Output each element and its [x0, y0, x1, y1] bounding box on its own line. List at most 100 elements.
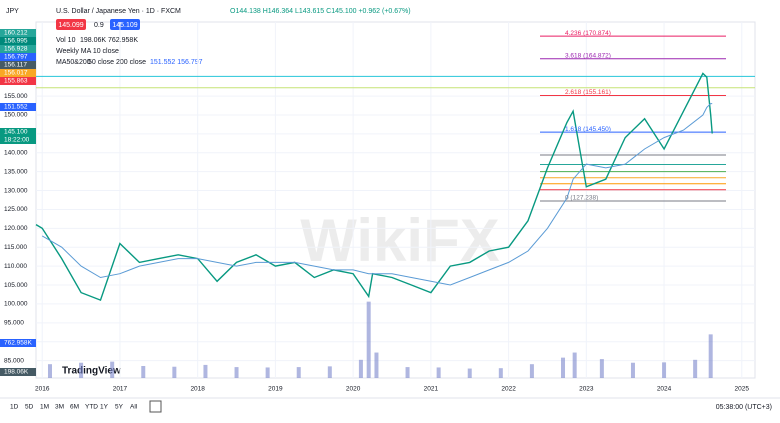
- scale-label-box: [0, 368, 36, 376]
- scale-label: 156.017: [4, 70, 28, 77]
- range-button[interactable]: 5D: [25, 404, 34, 411]
- range-button[interactable]: 1Y: [100, 404, 109, 411]
- y-tick-label: 95.000: [4, 320, 24, 327]
- volume-bar: [599, 359, 604, 378]
- watermark: WikiFX: [300, 207, 499, 274]
- scale-label-box: [0, 37, 36, 45]
- ohlc: O144.138 H146.364 L143.615 C145.100 +0.9…: [230, 8, 411, 15]
- scale-label: 198.06K: [4, 369, 29, 376]
- x-tick-label: 2017: [113, 386, 128, 393]
- volume-bar: [436, 367, 441, 378]
- fib-label: 1.618 (145.450): [565, 126, 611, 133]
- x-tick-label: 2020: [346, 386, 361, 393]
- scale-label-box: [0, 103, 36, 111]
- chart-title[interactable]: U.S. Dollar / Japanese Yen · 1D · FXCM: [56, 8, 181, 15]
- scale-label: 156.797: [4, 54, 28, 61]
- scale-label: 145.100: [4, 129, 28, 136]
- scale-label: 156.117: [4, 62, 27, 69]
- range-button[interactable]: 3M: [55, 404, 64, 411]
- scale-label-box: [0, 53, 36, 61]
- volume-bar: [203, 364, 208, 378]
- scale-label: 155.863: [4, 78, 28, 85]
- vol: Vol 10: [56, 37, 76, 44]
- bid[interactable]: 145.099: [58, 22, 83, 29]
- x-tick-label: 2025: [735, 386, 750, 393]
- symbol: JPY: [6, 8, 19, 15]
- y-tick-label: 140.000: [4, 149, 28, 156]
- volume-bar: [234, 367, 239, 378]
- scale-label: 151.552: [4, 104, 28, 111]
- logo: TradingView: [62, 366, 121, 377]
- volume-bar: [662, 362, 667, 378]
- volume-bar: [405, 367, 410, 378]
- x-tick-label: 2019: [268, 386, 283, 393]
- y-tick-label: 110.000: [4, 263, 27, 270]
- vol-values: 198.06K 762.958K: [80, 37, 138, 44]
- scale-label-box: [0, 29, 36, 37]
- clock: 05:38:00 (UTC+3): [716, 404, 772, 411]
- scale-label-box: [0, 77, 36, 85]
- volume-bar: [172, 366, 177, 378]
- ask-box[interactable]: [110, 19, 140, 30]
- volume-bar: [572, 352, 577, 378]
- y-tick-label: 100.000: [4, 301, 28, 308]
- scale-label: 160.212: [4, 30, 28, 37]
- scale-label-box: [0, 339, 36, 347]
- scale-label-box: [0, 128, 36, 136]
- calendar-icon[interactable]: [149, 400, 162, 413]
- ma-name: MA50&200: [56, 59, 91, 66]
- spread: 0.9: [94, 22, 104, 29]
- volume-bar: [79, 362, 84, 378]
- range-button[interactable]: All: [130, 404, 138, 411]
- ma-values: 151.552 156.797: [150, 59, 203, 66]
- y-tick-label: 85.000: [4, 357, 24, 364]
- volume-bar: [630, 362, 635, 378]
- range-button[interactable]: 6M: [70, 404, 79, 411]
- volume-bar: [110, 361, 115, 378]
- x-tick-label: 2023: [579, 386, 594, 393]
- y-tick-label: 155.000: [4, 93, 28, 100]
- volume-bar: [265, 367, 270, 378]
- x-tick-label: 2022: [501, 386, 516, 393]
- volume-bar: [529, 364, 534, 378]
- scale-label-box: [0, 61, 36, 69]
- range-button[interactable]: 1D: [10, 404, 19, 411]
- bid-box[interactable]: [56, 19, 86, 30]
- fib-label: 2.618 (155.161): [565, 89, 611, 96]
- price-line: [41, 103, 713, 286]
- ask[interactable]: 145.109: [112, 22, 137, 29]
- range-button[interactable]: YTD: [85, 404, 98, 411]
- volume-bar: [358, 359, 363, 378]
- volume-bar: [498, 368, 503, 378]
- plot-area: [35, 21, 756, 379]
- scale-label-box: [0, 136, 36, 144]
- y-tick-label: 125.000: [4, 206, 28, 213]
- fib-label: 4.236 (170.874): [565, 30, 611, 37]
- price-line: [35, 72, 713, 302]
- y-tick-label: 130.000: [4, 187, 28, 194]
- volume-bar: [467, 368, 472, 378]
- fib-label: 3.618 (164.872): [565, 52, 611, 59]
- scale-label: 156.928: [4, 46, 28, 53]
- range-button[interactable]: 5Y: [115, 404, 124, 411]
- weekly-ma: Weekly MA 10 close: [56, 48, 119, 55]
- volume-bar: [374, 352, 379, 378]
- scale-label: 762.958K: [4, 340, 32, 347]
- scale-label-box: [0, 45, 36, 53]
- range-button[interactable]: 1M: [40, 404, 49, 411]
- x-tick-label: 2024: [657, 386, 672, 393]
- scale-label-box: [0, 69, 36, 77]
- y-tick-label: 150.000: [4, 112, 28, 119]
- volume-bar: [561, 357, 566, 378]
- scale-label: 156.995: [4, 38, 28, 45]
- scale-label: 18:22:00: [4, 137, 30, 144]
- volume-bar: [47, 364, 52, 378]
- x-tick-label: 2016: [35, 386, 50, 393]
- x-tick-label: 2021: [424, 386, 439, 393]
- ma-params: 50 close 200 close: [88, 59, 146, 66]
- y-tick-label: 105.000: [4, 282, 28, 289]
- volume-bar: [708, 334, 713, 378]
- volume-bar: [693, 359, 698, 378]
- volume-bar: [366, 301, 371, 378]
